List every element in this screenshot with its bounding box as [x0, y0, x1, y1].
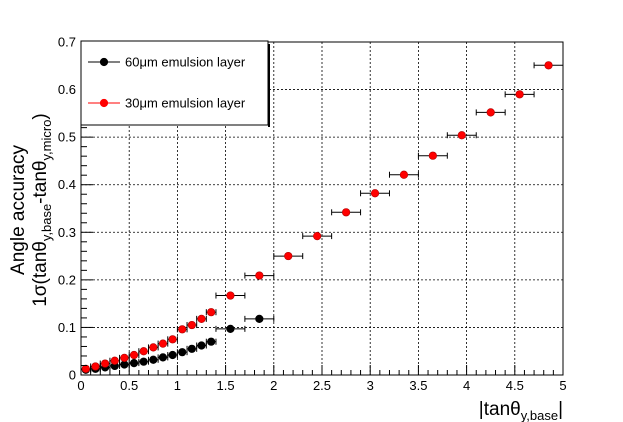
data-point	[428, 151, 437, 160]
legend-marker	[99, 98, 109, 108]
legend-box	[80, 40, 269, 126]
y-tick-label: 0.7	[58, 35, 76, 50]
data-point	[226, 291, 235, 300]
data-point	[255, 314, 264, 323]
data-point	[168, 350, 177, 360]
data-point	[91, 362, 100, 371]
data-point	[207, 308, 216, 317]
data-point	[149, 355, 158, 364]
data-point	[399, 170, 409, 179]
data-point	[81, 364, 90, 373]
x-tick-label: 4	[463, 378, 470, 393]
x-tick-label: 3	[367, 378, 374, 393]
axis-ticks: 0 0.5 1 1.5 2 2.5 3 3.5 4 4.5 5 0 0.1 0.2 0.3 0.4 0.5 0.6…	[58, 35, 567, 394]
data-point	[129, 359, 139, 368]
data-point	[370, 189, 380, 198]
y-tick-label: 0.1	[58, 320, 76, 335]
x-tick-label: 4.5	[506, 378, 524, 393]
data-point	[313, 231, 322, 241]
data-point	[486, 108, 495, 117]
x-tick-label: 2	[270, 378, 277, 393]
y-tick-label: 0.3	[58, 225, 76, 240]
y-axis-title-line2: 1σ(tanθy,base​-tanθy,micro​)	[30, 113, 54, 307]
data-point	[342, 208, 351, 217]
data-point	[255, 271, 264, 280]
y-tick-label: 0.4	[58, 177, 76, 192]
legend: 60μm emulsion layer 30μm emulsion layer	[80, 40, 270, 127]
data-point	[197, 314, 206, 323]
data-point	[168, 335, 177, 344]
y-axis-title-line1: Angle accuracy	[8, 145, 29, 275]
data-point	[158, 339, 168, 348]
data-point	[187, 344, 196, 353]
data-point	[120, 353, 129, 362]
data-point	[149, 343, 158, 352]
data-point	[187, 320, 196, 330]
y-tick-label: 0	[69, 368, 76, 383]
data-point	[178, 325, 187, 334]
data-point	[139, 357, 148, 366]
data-point	[515, 90, 524, 99]
data-point	[226, 324, 235, 333]
data-marks	[80, 61, 564, 374]
data-point	[110, 356, 119, 365]
data-point	[100, 359, 110, 368]
x-tick-label: 0.5	[120, 378, 138, 393]
data-point	[178, 348, 187, 357]
x-tick-label: 5	[559, 378, 566, 393]
x-axis-title: |tanθy,base​|	[479, 399, 563, 422]
x-tick-label: 1	[174, 378, 181, 393]
data-point	[129, 350, 139, 360]
data-point	[197, 341, 206, 350]
legend-box-shadow	[268, 44, 270, 127]
x-tick-label: 2.5	[313, 378, 331, 393]
data-point	[207, 337, 216, 346]
data-point	[544, 61, 553, 70]
legend-marker	[99, 57, 109, 67]
x-tick-label: 3.5	[409, 378, 427, 393]
data-point	[284, 251, 293, 261]
legend-label: 30μm emulsion layer	[125, 96, 246, 111]
data-point	[457, 131, 466, 140]
y-tick-label: 0.5	[58, 130, 76, 145]
y-tick-label: 0.6	[58, 82, 76, 97]
data-point	[158, 353, 168, 362]
legend-label: 60μm emulsion layer	[125, 55, 246, 70]
y-tick-label: 0.2	[58, 272, 76, 287]
x-tick-label: 0	[77, 378, 84, 393]
x-tick-label: 1.5	[217, 378, 235, 393]
data-point	[139, 347, 148, 356]
